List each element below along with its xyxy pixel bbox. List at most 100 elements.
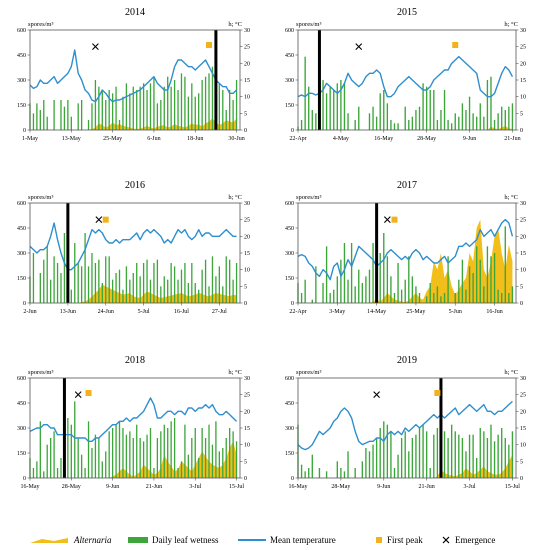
left-axis-unit: spores/m³: [296, 194, 321, 201]
leaf-wetness-bar: [177, 279, 179, 303]
left-axis-unit: spores/m³: [28, 369, 53, 376]
leaf-wetness-bar: [322, 283, 324, 303]
leaf-wetness-bar: [447, 120, 449, 130]
leaf-wetness-bar: [167, 279, 169, 303]
leaf-wetness-bar: [129, 431, 131, 478]
right-tick-label: 0: [520, 128, 523, 134]
leaf-wetness-bar: [74, 401, 76, 478]
x-tick-label: 5-Jun: [449, 309, 462, 315]
leaf-wetness-bar: [77, 438, 79, 478]
x-tick-label: 25-May: [103, 136, 122, 142]
leaf-wetness-bar: [149, 279, 152, 303]
right-tick-label: 25: [520, 218, 526, 224]
leaf-wetness-bar: [105, 451, 107, 478]
leaf-wetness-bar: [504, 438, 506, 478]
leaf-wetness-bar: [354, 120, 356, 130]
leaf-wetness-bar: [408, 256, 410, 303]
leaf-wetness-bar: [476, 246, 478, 303]
first-peak-marker: [391, 216, 398, 223]
leaf-wetness-bar: [493, 253, 496, 303]
leaf-wetness-bar: [132, 273, 134, 303]
leaf-wetness-bar: [225, 438, 227, 478]
leaf-wetness-bar: [194, 283, 196, 303]
leaf-wetness-bar: [156, 438, 159, 478]
leaf-wetness-bar: [329, 86, 331, 130]
leaf-wetness-bar: [142, 83, 145, 130]
leaf-wetness-bar: [39, 273, 41, 303]
leaf-wetness-bar: [87, 120, 90, 130]
leaf-wetness-bar: [422, 83, 424, 130]
leaf-wetness-bar: [235, 263, 238, 303]
marker-line: [439, 378, 443, 478]
leaf-wetness-bar: [501, 106, 503, 130]
right-tick-label: 0: [244, 476, 247, 482]
leaf-wetness-bar: [393, 123, 396, 130]
leaf-wetness-bar: [333, 90, 335, 130]
leaf-wetness-bar: [368, 451, 371, 478]
leaf-wetness-bar: [447, 438, 449, 478]
left-tick-label: 150: [17, 103, 26, 109]
leaf-wetness-bar: [149, 83, 152, 130]
leaf-wetness-bar: [300, 464, 303, 478]
leaf-wetness-bar: [98, 259, 100, 303]
left-tick-label: 0: [291, 476, 294, 482]
left-tick-label: 300: [285, 78, 294, 84]
leaf-wetness-bar: [198, 93, 200, 130]
leaf-wetness-bar: [365, 276, 367, 303]
x-tick-label: 25-May: [406, 309, 425, 315]
leaf-wetness-bar: [218, 266, 220, 303]
leaf-wetness-bar: [375, 116, 378, 130]
right-tick-label: 0: [244, 301, 247, 307]
leaf-wetness-bar: [315, 113, 317, 130]
x-tick-label: 28-May: [62, 484, 81, 490]
first-peak-marker: [85, 390, 92, 396]
leaf-wetness-bar: [429, 90, 431, 130]
leaf-wetness-bar: [311, 110, 313, 130]
leaf-wetness-bar: [411, 438, 414, 478]
leaf-wetness-bar: [184, 424, 186, 478]
leaf-wetness-bar: [122, 428, 124, 478]
leaf-wetness-bar: [56, 468, 59, 478]
leaf-wetness-bar: [433, 90, 435, 130]
x-tick-label: 6-Jun: [147, 136, 160, 142]
leaf-wetness-bar: [397, 454, 399, 478]
leaf-wetness-bar: [194, 96, 196, 130]
leaf-wetness-bar: [201, 80, 203, 130]
leaf-wetness-bar: [232, 100, 234, 130]
leaf-wetness-bar: [194, 428, 196, 478]
leaf-wetness-bar: [136, 90, 138, 130]
leaf-wetness-bar: [229, 259, 231, 303]
leaf-wetness-bar: [418, 106, 421, 130]
leaf-wetness-bar: [218, 83, 220, 130]
left-tick-label: 600: [285, 201, 294, 207]
left-tick-label: 300: [17, 251, 26, 257]
leaf-wetness-bar: [94, 80, 97, 130]
emergence-marker: [355, 43, 363, 51]
leaf-wetness-bar: [483, 286, 485, 303]
x-tick-label: 27-Jul: [212, 309, 227, 315]
leaf-wetness-bar: [308, 86, 310, 130]
x-tick-label: 5-Jul: [138, 309, 150, 315]
leaf-wetness-bar: [504, 110, 506, 130]
right-axis-unit: h; °C: [504, 21, 518, 28]
leaf-wetness-bar: [354, 468, 356, 478]
leaf-wetness-bar: [379, 93, 381, 130]
right-tick-label: 20: [244, 61, 250, 67]
x-tick-label: 30-Jun: [228, 136, 244, 142]
leaf-wetness-bar: [329, 293, 331, 303]
leaf-wetness-bar: [350, 243, 353, 303]
leaf-wetness-bar: [358, 269, 360, 303]
right-tick-label: 0: [244, 128, 247, 134]
right-tick-label: 0: [520, 476, 523, 482]
leaf-wetness-bar: [215, 421, 217, 478]
x-tick-label: 3-Jul: [189, 484, 201, 490]
leaf-wetness-bar: [383, 421, 385, 478]
right-tick-label: 25: [244, 218, 250, 224]
leaf-wetness-bar: [32, 468, 35, 478]
first-peak-marker: [452, 42, 459, 48]
leaf-wetness-bar: [80, 100, 83, 130]
leaf-wetness-bar: [415, 434, 417, 478]
leaf-wetness-bar: [454, 113, 456, 130]
right-tick-label: 20: [520, 409, 526, 415]
leaf-wetness-bar: [77, 263, 79, 303]
